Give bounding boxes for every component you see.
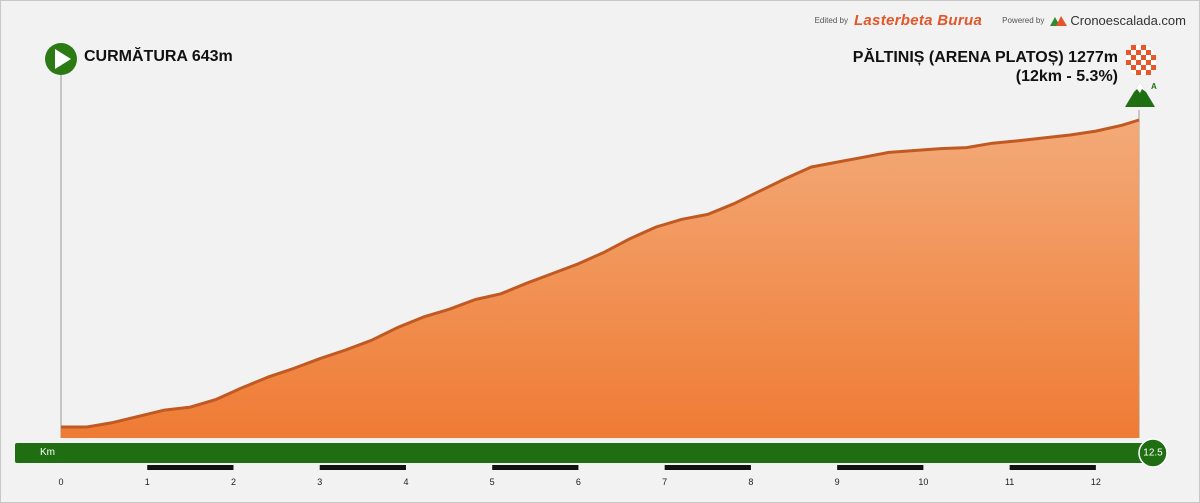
- distance-end-badge: [1138, 438, 1168, 468]
- checker-square: [1146, 70, 1151, 75]
- x-tick-label: 0: [58, 477, 64, 487]
- checker-square: [1126, 50, 1131, 55]
- finish-summary: (12km - 5.3%): [1015, 68, 1118, 85]
- x-tick-label: 3: [317, 477, 323, 487]
- checker-square: [1151, 55, 1156, 60]
- x-tick-label: 10: [918, 477, 929, 487]
- km-scale-segment: [664, 465, 751, 470]
- x-tick-label: 2: [230, 477, 236, 487]
- mountains-icon: [1050, 16, 1068, 26]
- checker-square: [1141, 65, 1146, 70]
- x-tick-label: 5: [489, 477, 495, 487]
- km-scale-segment: [492, 465, 579, 470]
- brand-logo: Cronoescalada.com: [1050, 13, 1186, 28]
- x-tick-label: 1: [144, 477, 150, 487]
- x-tick-label: 8: [748, 477, 754, 487]
- checker-square: [1136, 50, 1141, 55]
- elevation-ridge-line: [61, 118, 1140, 429]
- finish-name: PĂLTINIȘ (ARENA PLATOȘ) 1277m: [852, 49, 1118, 66]
- checker-square: [1126, 60, 1131, 65]
- checker-square: [1151, 65, 1156, 70]
- checker-square: [1141, 55, 1146, 60]
- checker-square: [1141, 45, 1146, 50]
- distance-end-value: 12.5: [1143, 447, 1163, 459]
- km-scale-segment: [837, 465, 924, 470]
- finish-flag-icon: [1124, 43, 1158, 77]
- checker-square: [1131, 45, 1136, 50]
- category-label: A: [1151, 82, 1157, 91]
- powered-by-label: Powered by: [1002, 16, 1045, 25]
- credits: Edited by Lasterbeta Burua Powered by Cr…: [815, 12, 1186, 29]
- checker-square: [1131, 55, 1136, 60]
- category-mountain-icon: [1125, 82, 1155, 107]
- x-tick-label: 6: [575, 477, 581, 487]
- km-scale-segment: [1009, 465, 1096, 470]
- brand-name: Cronoescalada.com: [1070, 13, 1186, 28]
- edited-by-label: Edited by: [814, 16, 848, 25]
- start-label: CURMĂTURA 643m: [84, 48, 233, 65]
- elevation-area: [61, 120, 1139, 438]
- x-tick-label: 11: [1004, 477, 1015, 487]
- km-bar: [15, 443, 1145, 463]
- checker-square: [1136, 70, 1141, 75]
- finish-label: PĂLTINIȘ (ARENA PLATOȘ) 1277m (12km - 5.…: [853, 48, 1118, 86]
- checker-square: [1131, 65, 1136, 70]
- editor-logo: Lasterbeta Burua: [853, 12, 983, 29]
- checker-square: [1136, 60, 1141, 65]
- checker-square: [1146, 60, 1151, 65]
- x-tick-label: 7: [662, 477, 668, 487]
- start-icon: [45, 43, 77, 75]
- km-scale-segment: [319, 465, 406, 470]
- km-scale-segment: [147, 465, 234, 470]
- x-tick-label: 4: [403, 477, 409, 487]
- x-tick-label: 9: [834, 477, 840, 487]
- x-tick-label: 12: [1090, 477, 1101, 487]
- km-unit-label: Km: [40, 447, 55, 458]
- km-scale: [147, 465, 1096, 470]
- checker-square: [1146, 50, 1151, 55]
